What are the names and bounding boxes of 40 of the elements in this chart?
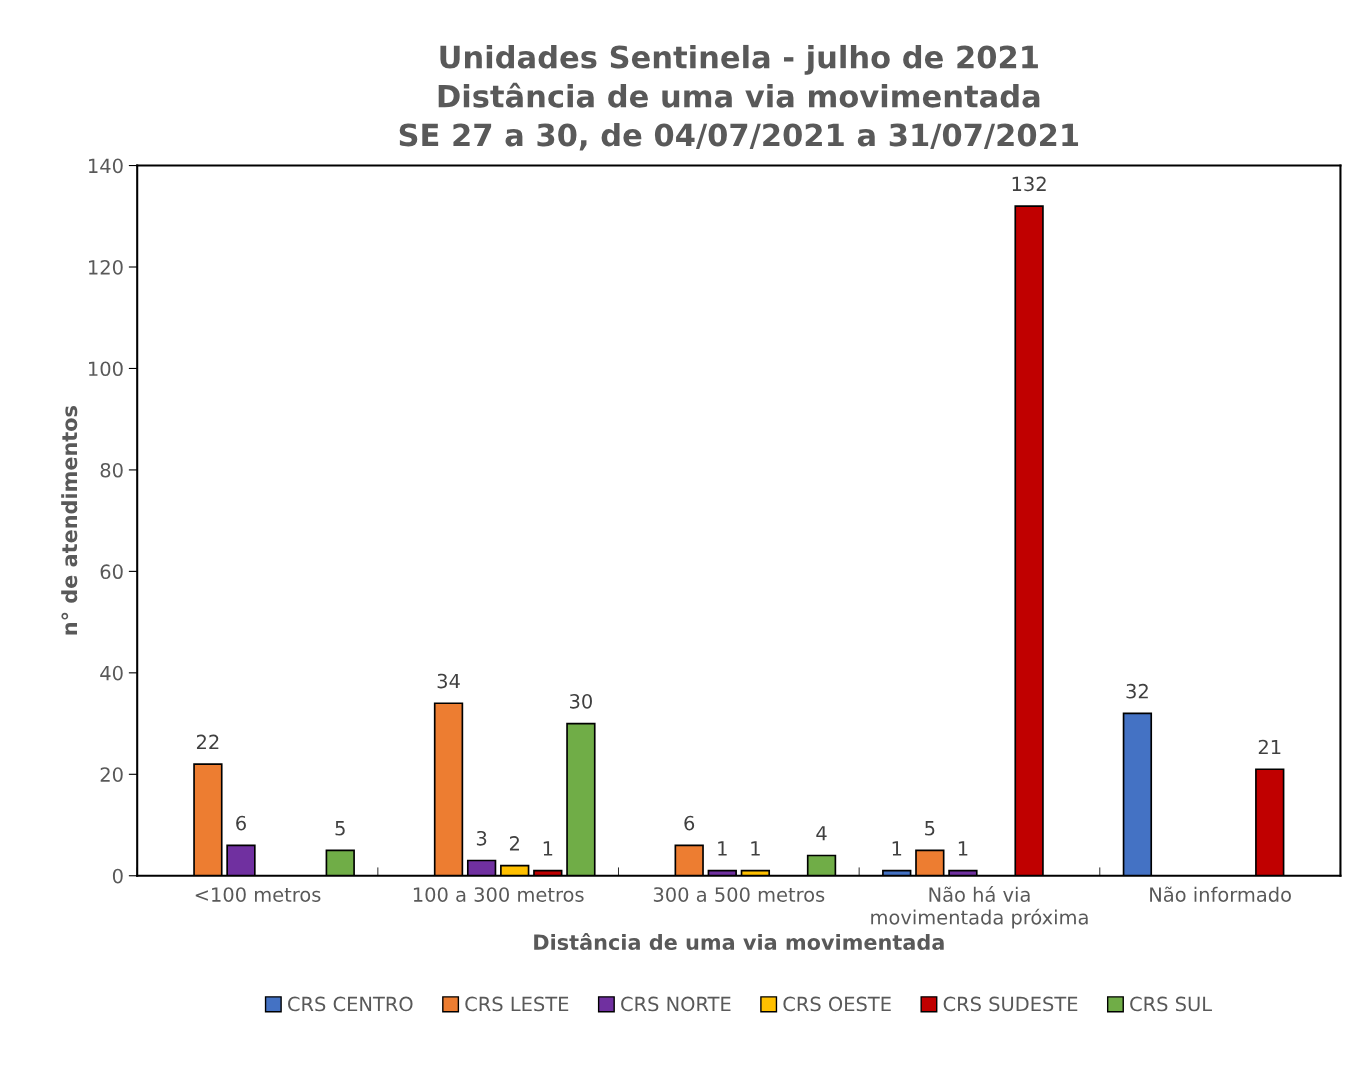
x-tick-label: 100 a 300 metros (413, 887, 584, 902)
x-tick-label: Não há via movimentada próxima (871, 886, 1088, 929)
data-label: 3 (476, 830, 487, 846)
data-label: 22 (196, 734, 219, 749)
data-label: 34 (437, 673, 460, 689)
legend-label: CRS NORTE (621, 996, 731, 1012)
y-tick-label: 20 (100, 767, 123, 782)
data-label: 5 (335, 821, 345, 836)
legend-label: CRS SUDESTE (943, 996, 1078, 1012)
data-label: 21 (1258, 739, 1281, 755)
y-tick-label: 60 (100, 564, 123, 580)
legend-label: CRS OESTE (783, 996, 891, 1012)
data-label: 30 (570, 693, 592, 709)
data-label: 1 (751, 841, 760, 856)
x-tick-label: 300 a 500 metros (653, 887, 825, 902)
x-axis-title: Distância de uma via movimentada (534, 933, 944, 951)
data-label: 132 (1012, 176, 1046, 192)
legend-label: CRS CENTRO (288, 996, 413, 1012)
y-tick-label: 40 (100, 665, 123, 681)
data-label: 1 (892, 841, 902, 856)
y-axis-title: n° de atendimentos (61, 406, 78, 635)
data-label: 1 (718, 841, 727, 856)
legend-label: CRS SUL (1130, 996, 1212, 1012)
data-label: 4 (816, 826, 827, 841)
y-tick-label: 0 (112, 868, 123, 884)
data-label: 32 (1126, 683, 1148, 699)
data-label: 6 (684, 815, 695, 831)
x-tick-label: Não informado (1150, 886, 1291, 902)
data-label: 6 (236, 815, 246, 831)
x-tick-label: <100 metros (195, 887, 321, 902)
y-tick-label: 140 (89, 158, 123, 174)
data-label: 1 (958, 841, 968, 856)
y-tick-label: 120 (89, 259, 123, 275)
data-label: 5 (925, 821, 935, 836)
legend-label: CRS LESTE (465, 996, 569, 1012)
data-label: 1 (543, 841, 553, 856)
data-label: 2 (509, 836, 519, 851)
y-tick-label: 100 (89, 361, 123, 377)
y-tick-label: 80 (100, 462, 123, 478)
chart-title: Unidades Sentinela - julho de 2021 Distância de uma via movimentada SE 27 a 30, de 04/07/2021 a 31/07/2021 (399, 44, 1079, 151)
